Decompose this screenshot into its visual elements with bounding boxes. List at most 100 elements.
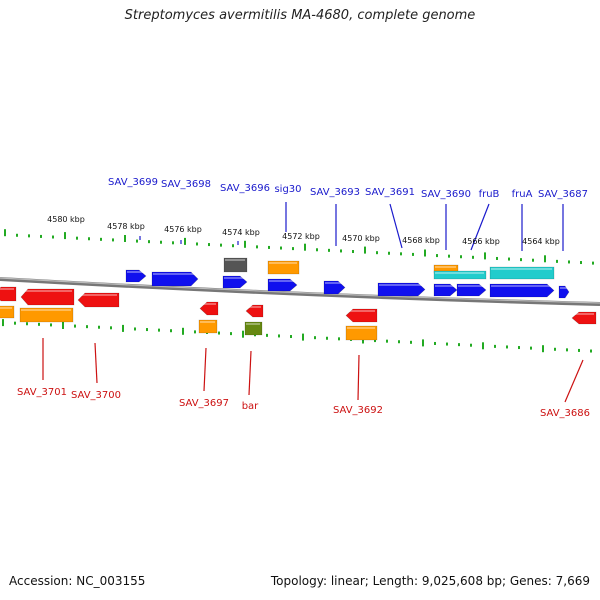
top-ruler-tick [28,234,30,238]
bottom-ruler-tick [458,343,460,347]
bottom-ruler-tick [590,349,592,353]
bottom-ruler-tick [182,327,184,335]
bottom-gene-leader [94,342,98,384]
ruler-label: 4570 kbp [342,234,380,243]
top-ruler-tick [52,235,54,239]
top-ruler-tick [64,232,66,240]
top-gene-label: SAV_3693 [310,187,360,198]
bottom-ruler-tick [38,322,40,326]
gene-sav3687-shine [560,287,567,289]
bottom-ruler-tick [2,319,4,327]
top-ruler-tick [88,237,90,241]
top-ruler-tick [364,246,366,254]
gene-frua-a [489,266,555,280]
bottom-ruler-tick [578,348,580,352]
gene-sav3690c-shine [435,285,455,287]
bottom-ruler-tick [338,337,340,341]
bottom-gene-label: SAV_3686 [540,408,590,419]
bottom-ruler-tick [134,327,136,331]
top-gene-label: SAV_3690 [421,189,471,200]
gene-sav3690b [433,270,487,280]
top-gene-leader [470,203,490,251]
gene-sav3702 [0,286,17,302]
gene-sig30b-shine [269,280,295,282]
top-ruler-tick [256,245,258,249]
gene-sig30a-shine [269,262,297,264]
top-gene-label: fruB [479,189,500,200]
bottom-ruler-tick [410,340,412,344]
top-ruler-tick [376,251,378,255]
top-ruler-tick [16,233,18,237]
bottom-gene-label: bar [242,401,259,412]
top-gene-label: SAV_3698 [161,179,211,190]
top-ruler-tick [160,240,162,244]
gene-sav3686 [571,311,597,325]
gene-sig30a [267,260,300,275]
gene-sav3698 [151,271,199,287]
gene-bar-shine [247,306,261,308]
top-ruler-tick [388,251,390,255]
top-ruler-tick [328,248,330,252]
gene-bar [245,304,264,318]
top-ruler-tick [436,254,438,258]
gene-sav3699 [125,269,147,283]
top-gene-leader [389,203,403,249]
top-ruler-tick [544,255,546,263]
gene-sav3691 [377,282,426,297]
top-ruler-tick [424,249,426,257]
gene-frub [456,283,487,297]
bottom-ruler-tick [434,341,436,345]
gene-sav3690c [433,283,458,297]
gene-sig30b [267,278,298,292]
gene-frub-shine [458,285,484,287]
top-ruler-tick [196,242,198,246]
top-ruler-tick [148,240,150,244]
gene-sav3701 [20,288,75,306]
top-ruler-tick [208,243,210,247]
bottom-ruler-tick [314,336,316,340]
top-ruler-tick [184,237,186,245]
top-ruler-tick [124,234,126,242]
gene-sav3691-shine [379,284,423,286]
gene-sav3700 [77,292,120,308]
top-ruler-tick [316,248,318,252]
gene-sav3701b [19,307,74,323]
top-gene-label: fruA [512,189,533,200]
top-ruler-tick [172,241,174,245]
gene-sav3696a [223,257,248,273]
bottom-ruler-tick [122,324,124,332]
ruler-label: 4576 kbp [164,225,202,234]
bottom-ruler-tick [494,344,496,348]
top-gene-label: SAV_3691 [365,187,415,198]
topology-text: Topology: linear; Length: 9,025,608 bp; … [270,574,590,588]
top-ruler-tick [244,240,246,248]
gene-sav3693 [323,280,346,295]
top-ruler-tick [76,236,78,240]
bottom-ruler-tick [230,332,232,336]
gene-sav3701b-shine [21,309,71,311]
bottom-gene-leader [357,354,360,401]
top-ruler-tick [232,244,234,248]
bottom-ruler-tick [278,334,280,338]
bottom-ruler-tick [170,329,172,333]
bottom-ruler-tick [302,333,304,341]
chromosome-backbone [0,277,600,306]
gene-sav3697 [199,301,219,316]
top-ruler-tick [448,254,450,258]
bottom-ruler-tick [374,339,376,343]
top-ruler-tick [292,247,294,251]
top-gene-label: sig30 [274,184,301,195]
ruler-label: 4572 kbp [282,232,320,241]
top-ruler-tick [460,255,462,259]
top-ruler-tick [484,252,486,260]
bottom-ruler-tick [554,347,556,351]
gene-sav3690a-shine [435,266,456,268]
top-ruler-tick [100,237,102,241]
gene-sav3700-shine [79,294,117,296]
ruler-label: 4568 kbp [402,236,440,245]
gene-sav3690b-shine [435,272,484,274]
top-ruler-tick [568,260,570,264]
top-ruler-tick [352,250,354,254]
